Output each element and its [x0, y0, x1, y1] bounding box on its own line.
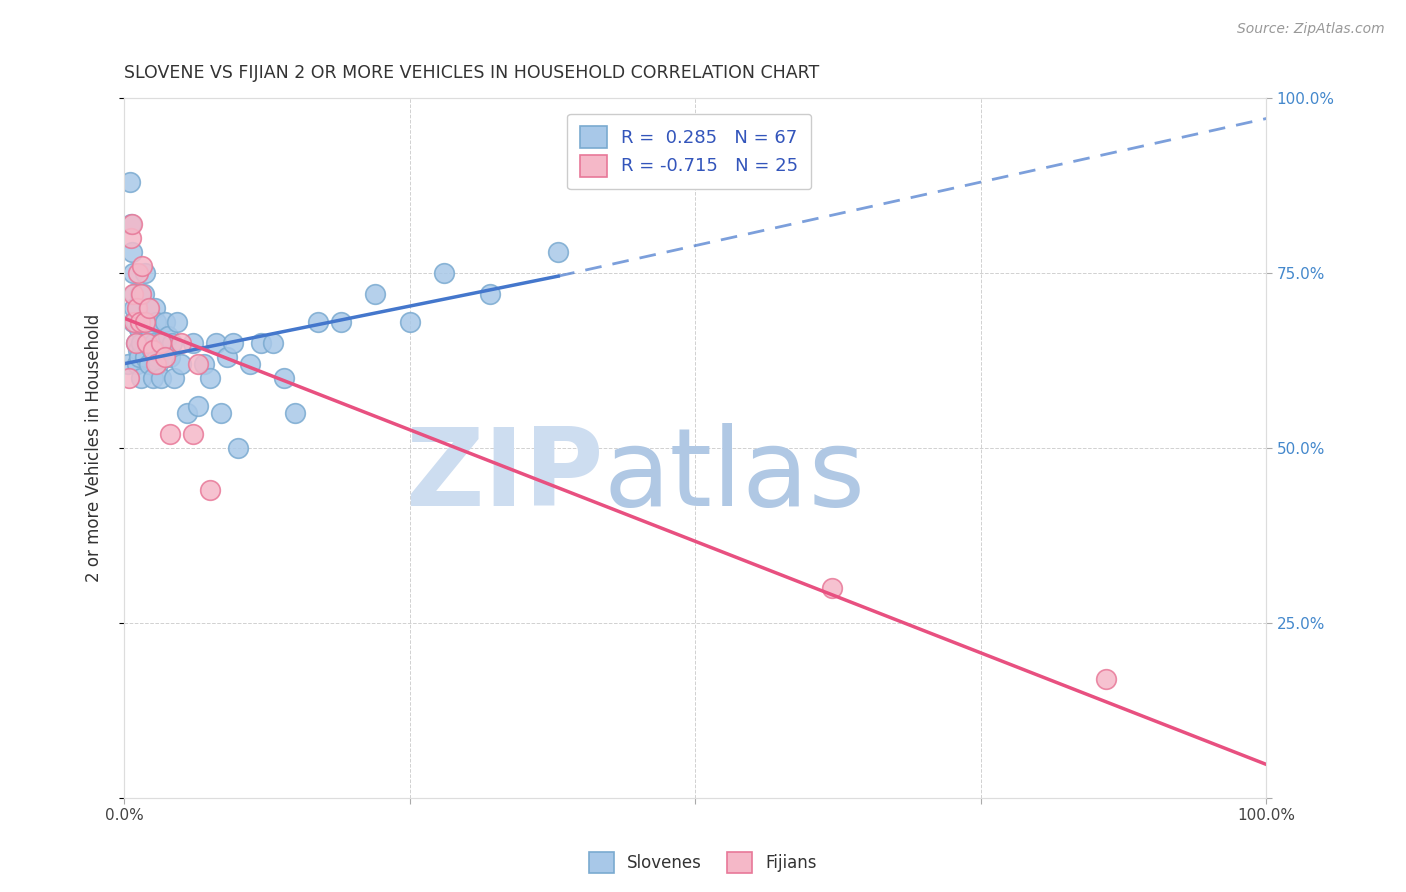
Point	[127, 266, 149, 280]
Legend: R =  0.285   N = 67, R = -0.715   N = 25: R = 0.285 N = 67, R = -0.715 N = 25	[567, 113, 811, 189]
Point	[136, 335, 159, 350]
Point	[142, 370, 165, 384]
Point	[193, 357, 215, 371]
Point	[136, 335, 159, 350]
Point	[138, 357, 160, 371]
Text: SLOVENE VS FIJIAN 2 OR MORE VEHICLES IN HOUSEHOLD CORRELATION CHART: SLOVENE VS FIJIAN 2 OR MORE VEHICLES IN …	[124, 64, 820, 82]
Point	[262, 335, 284, 350]
Point	[156, 328, 179, 343]
Point	[170, 357, 193, 371]
Point	[155, 350, 177, 364]
Point	[146, 350, 169, 364]
Point	[148, 335, 170, 350]
Point	[142, 343, 165, 357]
Point	[364, 286, 387, 301]
Point	[141, 343, 163, 357]
Point	[181, 426, 204, 441]
Point	[136, 301, 159, 315]
Point	[228, 441, 250, 455]
Point	[121, 244, 143, 259]
Point	[198, 370, 221, 384]
Point	[143, 301, 166, 315]
Point	[134, 350, 156, 364]
Point	[204, 335, 226, 350]
Point	[121, 217, 143, 231]
Point	[135, 315, 157, 329]
Point	[215, 350, 238, 364]
Point	[821, 581, 844, 595]
Point	[330, 315, 353, 329]
Point	[187, 357, 209, 371]
Point	[120, 230, 142, 244]
Text: atlas: atlas	[603, 423, 866, 529]
Point	[153, 343, 176, 357]
Point	[122, 266, 145, 280]
Point	[398, 315, 420, 329]
Point	[159, 350, 181, 364]
Point	[187, 399, 209, 413]
Point	[124, 335, 146, 350]
Point	[128, 321, 150, 335]
Legend: Slovenes, Fijians: Slovenes, Fijians	[582, 846, 824, 880]
Point	[209, 406, 232, 420]
Point	[129, 335, 152, 350]
Point	[125, 301, 148, 315]
Point	[148, 357, 170, 371]
Point	[122, 315, 145, 329]
Point	[118, 175, 141, 189]
Point	[176, 406, 198, 420]
Point	[129, 370, 152, 384]
Point	[159, 426, 181, 441]
Point	[124, 301, 146, 315]
Point	[122, 286, 145, 301]
Point	[478, 286, 501, 301]
Point	[198, 483, 221, 497]
Point	[131, 259, 153, 273]
Point	[547, 244, 569, 259]
Point	[273, 370, 295, 384]
Point	[149, 335, 172, 350]
Point	[284, 406, 307, 420]
Y-axis label: 2 or more Vehicles in Household: 2 or more Vehicles in Household	[86, 314, 103, 582]
Point	[145, 315, 167, 329]
Point	[134, 315, 156, 329]
Point	[117, 357, 139, 371]
Point	[307, 315, 329, 329]
Point	[128, 350, 150, 364]
Point	[433, 266, 456, 280]
Point	[250, 335, 273, 350]
Point	[163, 370, 186, 384]
Text: Source: ZipAtlas.com: Source: ZipAtlas.com	[1237, 22, 1385, 37]
Point	[124, 315, 146, 329]
Point	[145, 357, 167, 371]
Point	[125, 357, 148, 371]
Point	[149, 370, 172, 384]
Point	[170, 335, 193, 350]
Point	[127, 343, 149, 357]
Text: ZIP: ZIP	[405, 423, 603, 529]
Point	[118, 370, 141, 384]
Point	[120, 217, 142, 231]
Point	[124, 286, 146, 301]
Point	[142, 335, 165, 350]
Point	[221, 335, 243, 350]
Point	[166, 315, 188, 329]
Point	[134, 266, 156, 280]
Point	[129, 315, 152, 329]
Point	[138, 301, 160, 315]
Point	[129, 286, 152, 301]
Point	[1095, 672, 1118, 686]
Point	[124, 315, 146, 329]
Point	[181, 335, 204, 350]
Point	[160, 335, 183, 350]
Point	[129, 286, 152, 301]
Point	[132, 286, 155, 301]
Point	[127, 301, 149, 315]
Point	[155, 315, 177, 329]
Point	[139, 321, 162, 335]
Point	[124, 335, 146, 350]
Point	[150, 335, 173, 350]
Point	[131, 315, 153, 329]
Point	[239, 357, 262, 371]
